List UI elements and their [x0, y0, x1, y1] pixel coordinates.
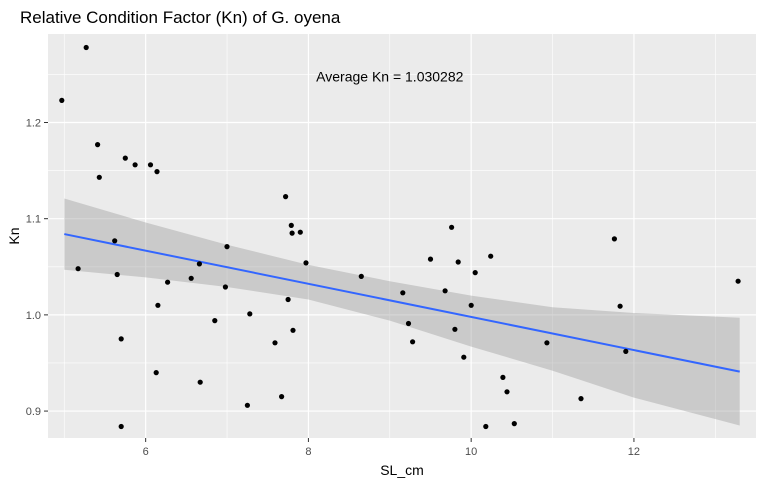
data-point	[449, 224, 455, 230]
data-point	[132, 162, 138, 168]
data-point	[468, 302, 474, 308]
data-point	[400, 290, 406, 296]
data-point	[578, 396, 584, 402]
data-point	[147, 162, 154, 168]
data-point	[283, 194, 289, 200]
data-point	[442, 288, 448, 294]
confidence-ribbon	[64, 198, 740, 426]
data-point	[197, 379, 203, 385]
data-point	[472, 270, 478, 276]
data-point	[122, 155, 128, 161]
data-points	[59, 44, 741, 430]
data-point	[75, 266, 81, 272]
data-point	[623, 348, 629, 354]
data-point	[455, 259, 461, 265]
data-point	[272, 340, 278, 346]
data-point	[461, 354, 467, 360]
data-point	[212, 318, 218, 324]
y-axis-ticks: 0.9 1.0 1.1 1.2	[26, 117, 48, 418]
data-point	[83, 44, 89, 51]
data-point	[285, 296, 291, 303]
data-point	[303, 260, 309, 266]
grid-major	[48, 34, 756, 438]
data-point	[504, 389, 510, 395]
y-tick-label: 1.1	[26, 214, 41, 226]
x-tick-label: 12	[628, 446, 640, 458]
average-annotation: Average Kn = 1.030282	[316, 68, 463, 84]
plot-panel	[48, 34, 756, 438]
data-point	[290, 327, 296, 333]
x-axis-ticks: 6 8 10 12	[143, 438, 640, 458]
y-tick-label: 1.0	[26, 310, 41, 322]
data-point	[112, 238, 118, 244]
x-tick-label: 8	[305, 446, 311, 458]
data-point	[155, 302, 161, 308]
data-point	[224, 244, 230, 250]
data-point	[410, 339, 416, 345]
data-point	[153, 370, 159, 376]
data-point	[288, 222, 294, 228]
data-point	[118, 423, 124, 430]
data-point	[244, 402, 250, 408]
data-point	[188, 275, 194, 281]
data-point	[511, 421, 517, 427]
chart-title: Relative Condition Factor (Kn) of G. oye…	[20, 8, 341, 27]
data-point	[500, 374, 506, 380]
data-point	[95, 142, 101, 148]
data-point	[427, 256, 434, 262]
data-point	[118, 336, 124, 342]
data-point	[196, 261, 202, 267]
data-point	[289, 230, 295, 236]
data-point	[96, 174, 102, 180]
data-point	[405, 320, 412, 327]
regression-line	[64, 233, 740, 373]
data-point	[279, 394, 285, 400]
data-point	[154, 169, 160, 175]
data-point	[483, 423, 489, 430]
y-tick-label: 0.9	[26, 406, 41, 418]
data-point	[611, 236, 618, 242]
x-tick-label: 10	[465, 446, 477, 458]
data-point	[247, 311, 253, 317]
data-point	[165, 279, 171, 285]
data-point	[617, 303, 623, 309]
y-axis-label: Kn	[6, 227, 22, 244]
x-axis-label: SL_cm	[380, 462, 424, 478]
data-point	[488, 253, 494, 259]
data-point	[452, 326, 458, 332]
y-tick-label: 1.2	[26, 117, 41, 129]
grid-minor	[48, 34, 756, 438]
data-point	[544, 340, 550, 346]
data-point	[358, 273, 364, 279]
data-point	[222, 284, 228, 290]
data-point	[297, 229, 303, 235]
data-point	[735, 278, 741, 284]
data-point	[114, 271, 120, 278]
data-point	[59, 97, 65, 103]
x-tick-label: 6	[143, 446, 149, 458]
